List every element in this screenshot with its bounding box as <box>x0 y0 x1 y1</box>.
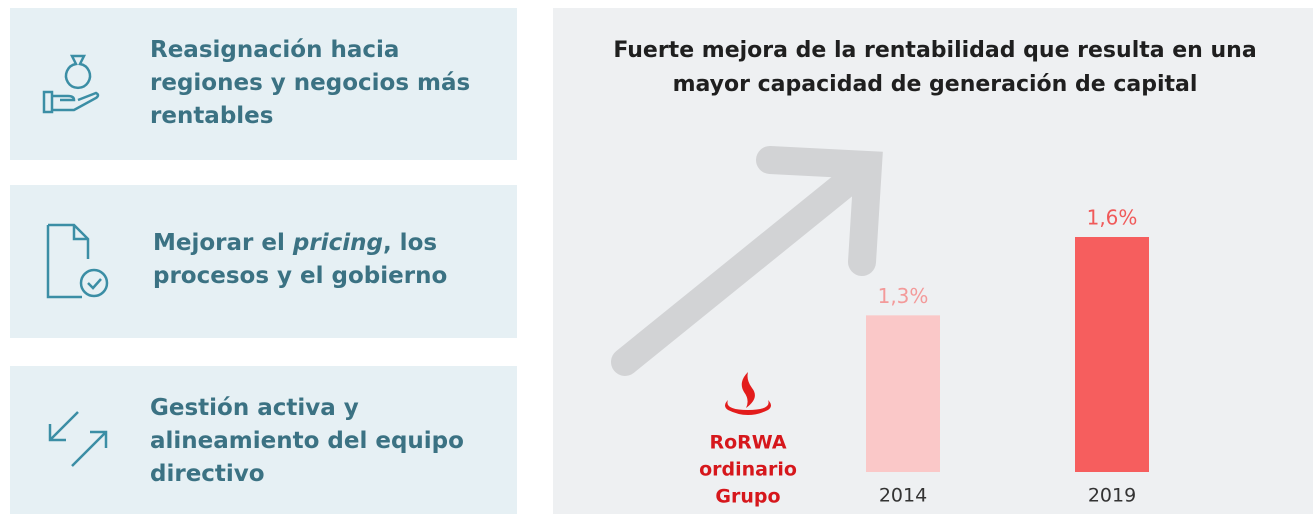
legend-text: RoRWA <box>709 432 786 454</box>
legend-text: Grupo <box>715 486 780 508</box>
text: Mejorar el <box>153 230 293 256</box>
arrows-icon <box>48 411 108 467</box>
item-text: Gestión activa y alineamiento del equipo… <box>150 395 464 487</box>
value-label: 1,3% <box>878 284 929 308</box>
text: pricing <box>292 230 383 256</box>
text: , los procesos y el gobierno <box>153 230 448 289</box>
item-text: Mejorar el pricing, los procesos y el go… <box>153 227 513 293</box>
value-label: 1,6% <box>1087 206 1138 230</box>
document-check-icon <box>46 223 109 299</box>
strategy-panel: Gestión activa y alineamiento del equipo… <box>10 366 517 514</box>
x-tick-label: 2014 <box>879 485 927 507</box>
trend-arrow <box>611 146 883 376</box>
strategy-panel: Reasignación hacia regiones y negocios m… <box>10 8 517 160</box>
bar <box>866 315 940 472</box>
x-tick-label: 2019 <box>1088 485 1136 507</box>
legend-text: ordinario <box>699 459 797 481</box>
santander-logo <box>725 372 771 415</box>
strategy-panel: Mejorar el pricing, los procesos y el go… <box>10 185 517 338</box>
chart-title: Fuerte mejora de la rentabilidad que res… <box>613 38 1257 97</box>
bar <box>1075 237 1149 472</box>
item-text: Reasignación hacia regiones y negocios m… <box>150 37 471 129</box>
money-hand-icon <box>42 54 100 114</box>
